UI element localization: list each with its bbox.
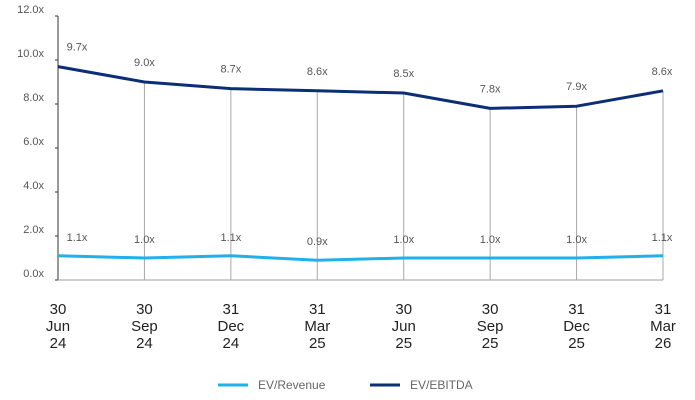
x-tick-label-line: Sep <box>477 318 504 335</box>
x-tick-label: 31 Dec 24 <box>218 301 245 352</box>
x-tick-label-line: 26 <box>655 335 672 352</box>
y-tick-label: 2.0x <box>23 224 44 236</box>
y-tick-label: 12.0x <box>17 4 44 16</box>
data-label: 7.9x <box>566 81 587 93</box>
x-tick-label-line: Mar <box>304 318 330 335</box>
x-tick-label: 30 Jun 25 <box>392 301 416 352</box>
x-tick-label-line: 24 <box>223 335 240 352</box>
y-tick-label: 0.0x <box>23 268 44 280</box>
x-tick-label-line: 30 <box>482 301 499 318</box>
data-label: 1.0x <box>393 234 414 246</box>
x-tick-label-line: 30 <box>136 301 153 318</box>
x-tick-label: 31 Mar 25 <box>304 301 330 352</box>
data-label: 1.0x <box>566 234 587 246</box>
series-line-ev-revenue <box>57 254 664 262</box>
x-tick-label-line: 25 <box>568 335 585 352</box>
legend-label: EV/EBITDA <box>410 378 473 392</box>
x-tick-label-line: Dec <box>218 318 245 335</box>
x-tick-label-line: 24 <box>50 335 67 352</box>
y-tick-label: 8.0x <box>23 92 44 104</box>
x-tick-label-line: 25 <box>309 335 326 352</box>
x-tick-label-line: Jun <box>46 318 70 335</box>
data-label: 8.7x <box>220 64 241 76</box>
x-tick-label: 31 Mar 26 <box>650 301 676 352</box>
x-tick-label-line: 30 <box>395 301 412 318</box>
y-tick-label: 10.0x <box>17 48 44 60</box>
x-tick-label: 31 Dec 25 <box>563 301 590 352</box>
y-tick-label: 6.0x <box>23 136 44 148</box>
data-label: 7.8x <box>480 83 501 95</box>
data-label: 1.1x <box>652 232 673 244</box>
x-tick-label-line: 25 <box>482 335 499 352</box>
x-tick-label-line: Sep <box>131 318 158 335</box>
x-tick-label-line: 25 <box>395 335 412 352</box>
x-tick-label-line: 31 <box>655 301 672 318</box>
data-label: 1.1x <box>67 232 88 244</box>
data-label: 1.0x <box>480 234 501 246</box>
data-label: 8.6x <box>652 66 673 78</box>
x-tick-label-line: Mar <box>650 318 676 335</box>
x-tick-label-line: Jun <box>392 318 416 335</box>
x-tick-label-line: 30 <box>50 301 67 318</box>
x-tick-label: 30 Sep 25 <box>477 301 504 352</box>
x-tick-label-line: 31 <box>223 301 240 318</box>
data-label: 1.1x <box>220 232 241 244</box>
data-label: 9.7x <box>67 42 88 54</box>
data-label: 8.5x <box>393 68 414 80</box>
x-tick-label-line: 31 <box>568 301 585 318</box>
data-label: 1.0x <box>134 234 155 246</box>
data-label: 8.6x <box>307 66 328 78</box>
y-tick-label: 4.0x <box>23 180 44 192</box>
x-tick-label-line: Dec <box>563 318 590 335</box>
series-line-ev-ebitda <box>57 65 664 110</box>
x-tick-label: 30 Jun 24 <box>46 301 70 352</box>
x-tick-label: 30 Sep 24 <box>131 301 158 352</box>
data-label: 9.0x <box>134 57 155 69</box>
legend-label: EV/Revenue <box>258 378 326 392</box>
x-tick-label-line: 24 <box>136 335 153 352</box>
data-label: 0.9x <box>307 236 328 248</box>
x-tick-label-line: 31 <box>309 301 326 318</box>
